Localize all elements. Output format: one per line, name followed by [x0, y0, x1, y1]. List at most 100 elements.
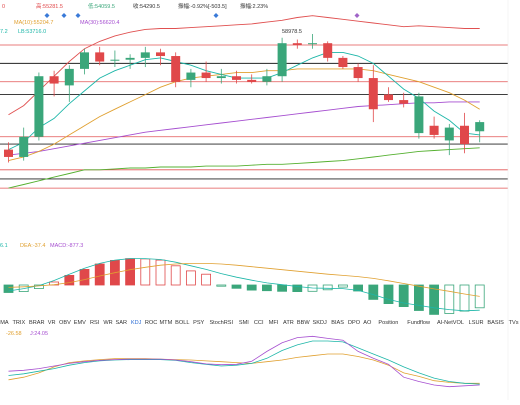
- macd-pane[interactable]: [3, 258, 485, 315]
- indicator-tab-lsur[interactable]: LSUR: [467, 316, 485, 326]
- candle-body: [414, 96, 424, 134]
- ma5-value: 7.2: [0, 29, 8, 35]
- candle-body: [4, 149, 13, 157]
- indicator-tab-wr[interactable]: WR: [102, 316, 114, 326]
- indicator-tab-label: MTM: [160, 320, 173, 326]
- price-pane[interactable]: [0, 15, 508, 189]
- macd-histogram-bar: [201, 273, 212, 286]
- indicator-tab-mfi[interactable]: MFI: [266, 316, 281, 326]
- candlestick[interactable]: [4, 142, 13, 163]
- indicator-tab-psy[interactable]: PSY: [191, 316, 206, 326]
- candlestick[interactable]: [140, 46, 150, 68]
- indicator-tab-kdj[interactable]: KDJ: [129, 316, 144, 326]
- indicator-tab-dma[interactable]: DMA: [0, 316, 10, 326]
- indicator-tab-smi[interactable]: SMI: [236, 316, 251, 326]
- event-marker-diamond-icon[interactable]: [213, 13, 219, 18]
- indicator-tab-roc[interactable]: ROC: [144, 316, 159, 326]
- candlestick[interactable]: [186, 68, 196, 88]
- kdj-d-line: [8, 340, 480, 385]
- candle-body: [429, 125, 439, 135]
- price-tag-label: 58978.5: [282, 29, 302, 35]
- indicator-tab-vr[interactable]: VR: [46, 316, 58, 326]
- indicator-tab-obv[interactable]: OBV: [58, 316, 73, 326]
- candlestick[interactable]: [216, 68, 226, 84]
- candlestick[interactable]: [414, 92, 424, 139]
- indicator-tab-position[interactable]: Position: [373, 316, 403, 326]
- candlestick[interactable]: [64, 65, 74, 102]
- candlestick[interactable]: [475, 120, 485, 143]
- candle-body: [262, 76, 272, 82]
- indicator-tab-bias[interactable]: BIAS: [329, 316, 347, 326]
- candlestick[interactable]: [460, 112, 469, 154]
- event-marker-diamond-icon[interactable]: [75, 13, 81, 18]
- ma10-line: [8, 68, 480, 162]
- event-marker-diamond-icon[interactable]: [44, 13, 50, 18]
- header-high: 高:55281.5: [36, 2, 63, 10]
- candlestick[interactable]: [110, 50, 120, 68]
- event-markers[interactable]: [44, 13, 360, 18]
- indicator-tab-label: VR: [48, 320, 56, 326]
- ma30-line: [8, 101, 480, 156]
- indicator-tab-label: CCI: [254, 320, 264, 326]
- indicator-tab-basis[interactable]: BASIS: [485, 316, 506, 326]
- candlestick[interactable]: [444, 123, 454, 156]
- indicator-tab-ai-netvol[interactable]: AI-NetVOL: [434, 316, 467, 326]
- candlestick[interactable]: [201, 61, 211, 82]
- candle-body: [353, 67, 363, 79]
- indicator-tab-bbw[interactable]: BBW: [296, 316, 311, 326]
- macd-histogram-bar: [292, 284, 303, 292]
- candlestick[interactable]: [19, 127, 29, 161]
- candlestick[interactable]: [384, 87, 393, 102]
- candle-body: [399, 100, 409, 104]
- indicator-tab-emv[interactable]: EMV: [72, 316, 87, 326]
- candlestick[interactable]: [429, 116, 439, 139]
- boll-upper-line: [8, 15, 480, 116]
- candlestick[interactable]: [232, 70, 241, 84]
- indicator-tab-stochrsi[interactable]: StochRSI: [206, 316, 236, 326]
- candlestick[interactable]: [95, 46, 105, 66]
- event-marker-diamond-icon[interactable]: [354, 13, 360, 18]
- candlestick[interactable]: [292, 39, 302, 49]
- indicator-tab-label: Fundflow: [407, 320, 431, 326]
- candlestick[interactable]: [171, 52, 181, 88]
- indicator-tab-dpo[interactable]: DPO: [347, 316, 362, 326]
- candlestick[interactable]: [125, 54, 135, 69]
- indicator-tab-tvs[interactable]: TVs: [506, 316, 520, 326]
- candlestick[interactable]: [353, 63, 363, 82]
- event-marker-diamond-icon[interactable]: [61, 13, 67, 18]
- indicator-tab-atr[interactable]: ATR: [281, 316, 296, 326]
- indicator-tab-label: SKDJ: [313, 320, 328, 326]
- candlestick[interactable]: [399, 92, 409, 108]
- indicator-tab-label: BIAS: [331, 320, 344, 326]
- indicator-tab-fundflow[interactable]: Fundflow: [404, 316, 434, 326]
- candle-body: [34, 76, 44, 137]
- candlestick[interactable]: [368, 65, 378, 123]
- candlestick[interactable]: [247, 74, 257, 84]
- indicator-tab-label: ATR: [283, 320, 294, 326]
- candlestick[interactable]: [156, 48, 165, 66]
- indicator-tab-mtm[interactable]: MTM: [158, 316, 173, 326]
- indicator-tab-rsi[interactable]: RSI: [87, 316, 102, 326]
- candle-body: [232, 76, 241, 80]
- candle-body: [49, 76, 59, 84]
- macd-histogram-bar: [125, 258, 135, 286]
- indicator-tab-ao[interactable]: AO: [361, 316, 373, 326]
- indicator-tab-sar[interactable]: SAR: [114, 316, 129, 326]
- kdj-pane[interactable]: [8, 335, 480, 388]
- indicator-tab-skdj[interactable]: SKDJ: [311, 316, 329, 326]
- indicator-tab-cci[interactable]: CCI: [251, 316, 266, 326]
- macd-macd-value: MACD:-877.3: [50, 243, 83, 249]
- indicator-tab-boll[interactable]: BOLL: [173, 316, 191, 326]
- indicator-tab-brar[interactable]: BRAR: [28, 316, 46, 326]
- indicator-tab-trix[interactable]: TRIX: [10, 316, 28, 326]
- candlestick[interactable]: [49, 70, 59, 97]
- candlestick[interactable]: [338, 56, 348, 69]
- candlestick[interactable]: [34, 72, 44, 141]
- candlestick[interactable]: [323, 41, 333, 62]
- candlestick[interactable]: [277, 37, 287, 82]
- macd-dea-value: DEA:-37.4: [20, 243, 45, 249]
- candlestick[interactable]: [308, 34, 317, 49]
- candlestick[interactable]: [80, 48, 89, 75]
- candlestick[interactable]: [262, 68, 272, 86]
